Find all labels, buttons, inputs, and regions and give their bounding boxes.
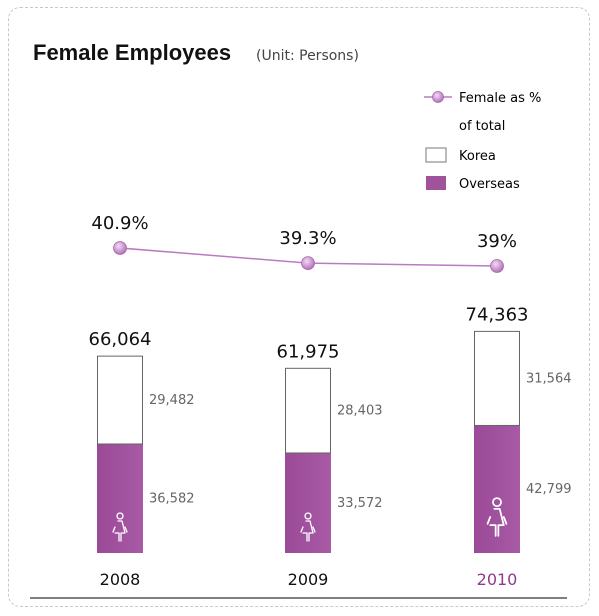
female-pct-point-2008: [113, 241, 127, 255]
chart-subtitle: (Unit: Persons): [256, 48, 359, 64]
total-label-2010: 74,363: [466, 304, 529, 325]
overseas-value-label-2010: 42,799: [526, 482, 572, 497]
female-person-icon: [486, 497, 508, 537]
legend-label-overseas: Overseas: [459, 177, 520, 192]
korea-value-label-2009: 28,403: [337, 404, 383, 419]
chart-card: [8, 7, 590, 607]
bar-korea-2010: [474, 330, 520, 426]
legend: Female as % of total Korea Overseas: [424, 91, 541, 192]
female-person-icon: [300, 512, 316, 542]
korea-value-label-2010: 31,564: [526, 371, 572, 386]
legend-label-female-pct: Female as %: [459, 91, 541, 106]
legend-line-marker: [432, 91, 444, 103]
female-pct-label-2008: 40.9%: [91, 213, 148, 234]
overseas-value-label-2008: 36,582: [149, 491, 195, 506]
female-pct-point-2010: [490, 259, 504, 273]
bar-overseas-2008: [97, 443, 143, 553]
legend-label-female-pct-cont: of total: [459, 119, 505, 134]
bar-overseas-2010: [474, 425, 520, 553]
female-pct-label-2009: 39.3%: [279, 228, 336, 249]
chart-title: Female Employees: [33, 40, 231, 65]
female-pct-point-2009: [301, 256, 315, 271]
category-label-2009: 2009: [288, 570, 329, 589]
overseas-value-label-2009: 33,572: [337, 496, 383, 511]
bar-korea-2008: [97, 355, 143, 445]
korea-value-label-2008: 29,482: [149, 393, 195, 408]
female-person-icon: [112, 512, 128, 542]
plot-area: 66,064 29,482 36,582 2008 61,975 28,403 33,572…: [89, 213, 572, 589]
category-label-2010: 2010: [477, 570, 518, 589]
female-pct-label-2010: 39%: [477, 231, 517, 252]
legend-swatch-korea: [425, 147, 447, 163]
total-label-2009: 61,975: [277, 341, 340, 362]
legend-swatch-overseas: [426, 176, 446, 190]
total-label-2008: 66,064: [89, 329, 152, 350]
legend-label-korea: Korea: [459, 149, 496, 164]
bar-overseas-2009: [285, 452, 331, 553]
category-label-2008: 2008: [100, 570, 141, 589]
bar-korea-2009: [285, 367, 331, 454]
